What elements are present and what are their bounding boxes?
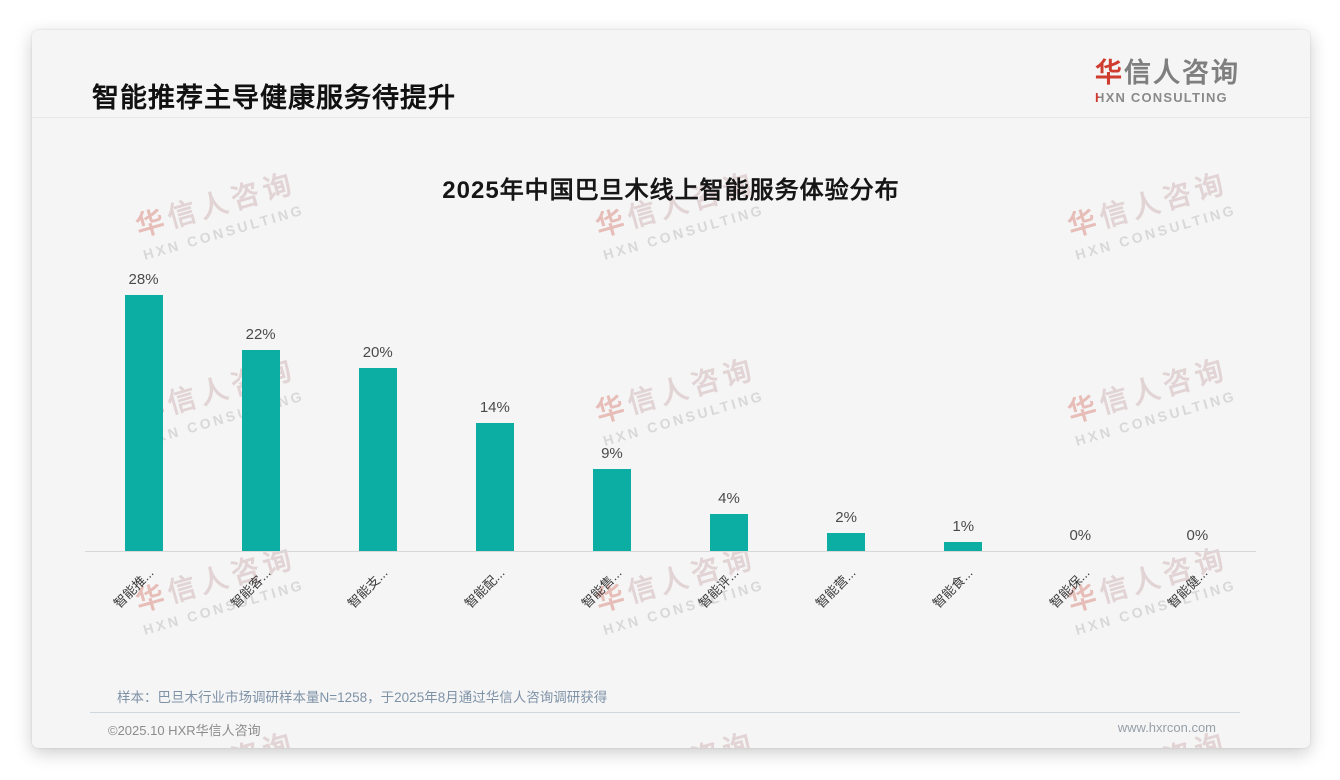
website-url: www.hxrcon.com: [1117, 720, 1216, 735]
header-divider: [32, 117, 1310, 118]
bar: [241, 350, 280, 551]
x-axis-label: 智能健...: [1164, 565, 1211, 611]
x-axis-label: 智能食...: [930, 565, 976, 611]
brand-logo: 华信人咨询 HXN CONSULTING: [1095, 58, 1240, 105]
bar-slot: 22% 智能客...: [202, 260, 319, 611]
bar-slot: 2% 智能营...: [788, 260, 905, 611]
x-axis-label: 智能客...: [227, 565, 274, 611]
x-axis-label: 智能营...: [812, 565, 859, 611]
bar: [124, 295, 163, 551]
x-axis-label: 智能售...: [578, 565, 625, 611]
x-axis-label: 智能支...: [344, 565, 391, 611]
bar-slot: 20% 智能支...: [319, 260, 436, 611]
bar-slot: 14% 智能配...: [436, 260, 553, 611]
brand-logo-cn-red: 华: [1095, 58, 1124, 88]
x-axis-label: 智能配...: [461, 565, 508, 611]
brand-logo-en-h: H: [1095, 90, 1106, 105]
copyright-text: ©2025.10 HXR华信人咨询: [108, 723, 261, 738]
x-axis-label: 智能评...: [695, 565, 742, 611]
bar-value-label: 22%: [245, 326, 276, 343]
bar-slot: 9% 智能售...: [553, 260, 670, 611]
bar: [944, 542, 983, 551]
bar-slot: 0% 智能健...: [1139, 260, 1256, 611]
x-axis-label: 智能保...: [1047, 565, 1094, 611]
bar-slot: 28% 智能推...: [85, 260, 202, 611]
brand-logo-en: HXN CONSULTING: [1095, 90, 1240, 105]
bar-value-label: 2%: [835, 509, 857, 526]
bar: [827, 533, 866, 551]
brand-logo-cn: 华信人咨询: [1095, 58, 1240, 88]
bar-chart: 28% 智能推... 22% 智能客... 20% 智能支... 14% 智能配... 9% 智能…: [85, 260, 1256, 611]
bar-value-label: 0%: [1186, 527, 1209, 544]
x-axis-label: 智能推...: [110, 565, 157, 611]
bar: [475, 423, 514, 551]
bar-value-label: 14%: [479, 399, 510, 416]
chart-title: 2025年中国巴旦木线上智能服务体验分布: [442, 177, 900, 204]
bar-value-label: 4%: [718, 490, 740, 507]
bar-value-label: 0%: [1069, 527, 1092, 544]
bar-value-label: 9%: [601, 445, 623, 462]
footer: ©2025.10 HXR华信人咨询 www.hxrcon.com: [108, 720, 1216, 739]
footer-divider: [90, 712, 1240, 713]
bar-value-label: 20%: [362, 344, 393, 361]
page-title: 智能推荐主导健康服务待提升: [92, 83, 456, 113]
bar-value-label: 28%: [128, 271, 159, 288]
slide-card: 智能推荐主导健康服务待提升 华信人咨询 HXN CONSULTING 2025年…: [32, 30, 1310, 748]
brand-logo-en-rest: XN CONSULTING: [1105, 90, 1228, 105]
bar: [358, 368, 397, 551]
bar-value-label: 1%: [952, 518, 975, 535]
bar-slot: 0% 智能保...: [1022, 260, 1139, 611]
bar: [592, 469, 631, 551]
bar-slot: 1% 智能食...: [905, 260, 1022, 611]
bar-slot: 4% 智能评...: [670, 260, 787, 611]
brand-logo-cn-gray: 信人咨询: [1124, 58, 1240, 88]
sample-note: 样本：巴旦木行业市场调研样本量N=1258，于2025年8月通过华信人咨询调研获…: [117, 690, 608, 705]
bar: [710, 514, 749, 551]
